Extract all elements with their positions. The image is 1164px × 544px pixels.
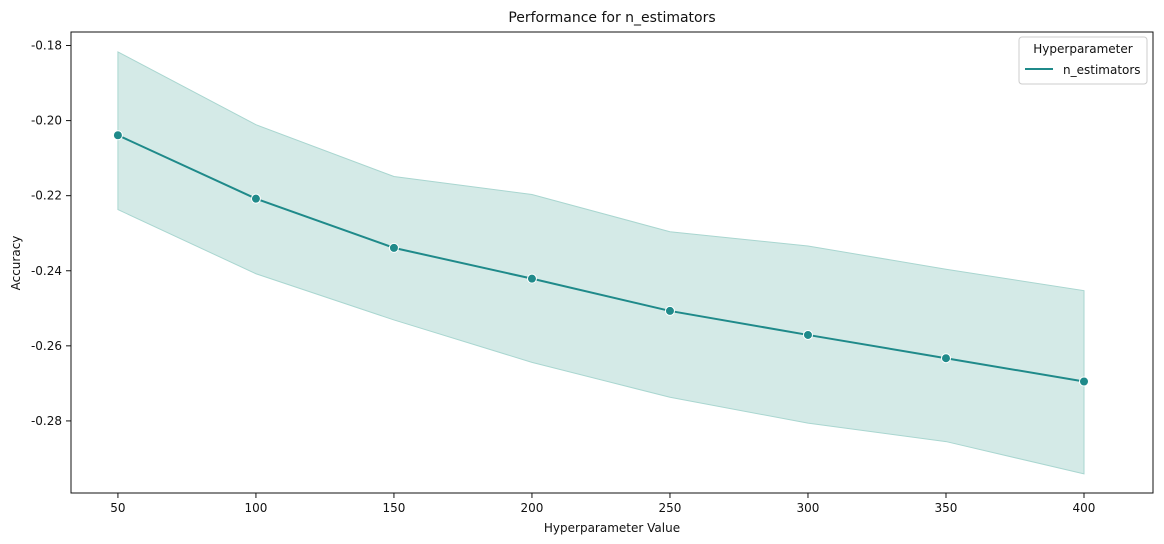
x-tick-label: 350 (935, 501, 958, 515)
y-tick-label: -0.26 (31, 339, 62, 353)
data-point (940, 353, 951, 364)
legend-box (1018, 36, 1148, 85)
data-point (388, 242, 399, 253)
plot-area: 50 100 150 200 250 300 350 400 -0.18 -0.20 -0.22 -0… (31, 31, 1154, 515)
x-tick-label: 100 (244, 501, 267, 515)
data-point (664, 305, 675, 316)
x-tick-label: 200 (521, 501, 544, 515)
data-point (250, 193, 261, 204)
data-point (1078, 376, 1089, 387)
data-point (112, 130, 123, 141)
y-tick-label: -0.24 (31, 264, 62, 278)
data-point (802, 329, 813, 340)
legend-title: Hyperparameter (1033, 42, 1132, 56)
data-point (526, 273, 537, 284)
x-tick-label: 250 (659, 501, 682, 515)
x-axis-label: Hyperparameter Value (544, 521, 680, 535)
chart-title: Performance for n_estimators (508, 10, 715, 26)
x-tick-label: 400 (1073, 501, 1096, 515)
x-tick-label: 150 (382, 501, 405, 515)
y-axis-label: Accuracy (9, 236, 23, 291)
y-tick-label: -0.20 (31, 114, 62, 128)
y-tick-label: -0.18 (31, 39, 62, 53)
x-tick-label: 50 (110, 501, 125, 515)
confidence-band (117, 51, 1085, 475)
y-tick-label: -0.28 (31, 414, 62, 428)
x-tick-label: 300 (797, 501, 820, 515)
series-line-n-estimators (117, 134, 1085, 383)
legend-entry-label: n_estimators (1063, 63, 1141, 77)
legend: Hyperparameter n_estimators (1018, 36, 1148, 85)
plot-frame (70, 31, 1154, 494)
y-tick-label: -0.22 (31, 189, 62, 203)
